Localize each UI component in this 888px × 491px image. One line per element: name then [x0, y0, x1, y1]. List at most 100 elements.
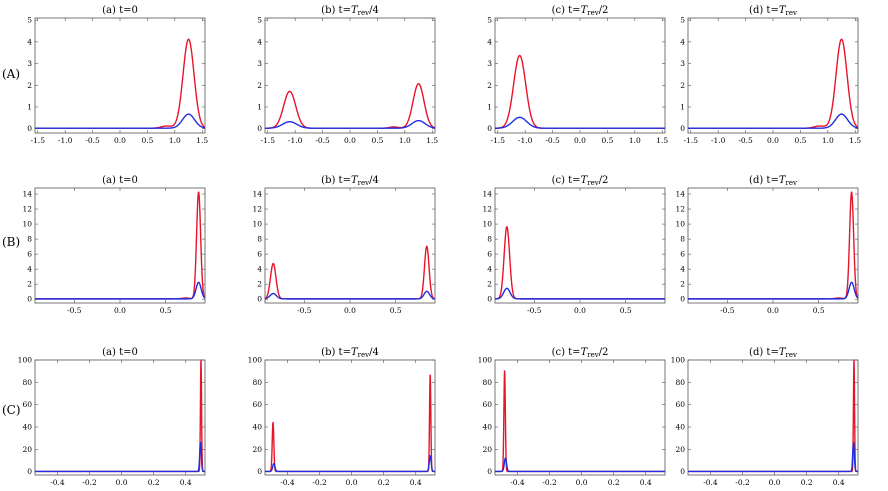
panel-c-b: (b) t=Trev/4 -0.4 -0.2 0.0 0.2 0.4 0 20 40 60 80 10… — [248, 347, 436, 487]
x-tick-label: 0.2 — [608, 478, 620, 487]
y-tick-label: 12 — [675, 205, 685, 214]
y-tick-label: 60 — [22, 400, 32, 409]
y-tick-label: 12 — [252, 205, 262, 214]
panel-b-b: (b) t=Trev/4 -0.5 0.0 0.5 0 2 4 6 8 10 12 14 — [252, 175, 436, 315]
title-main: T — [779, 5, 787, 16]
title-prefix: (b) t= — [321, 175, 351, 186]
x-tick-label: -0.5 — [315, 136, 330, 145]
title-suffix: /4 — [369, 5, 379, 16]
y-tick-label: 4 — [487, 37, 492, 46]
series-line-red — [495, 370, 665, 473]
panel-title: (d) t=Trev — [749, 175, 797, 187]
panel-title: (d) t=Trev — [749, 5, 797, 17]
y-tick-label: 0 — [487, 467, 492, 476]
title-prefix: (b) t= — [321, 347, 351, 358]
x-tick-label: -0.4 — [50, 478, 65, 487]
y-tick-label: 0 — [27, 124, 32, 133]
panel-a-d: (d) t=Trev -1.5 -1.0 -0.5 0.0 0.5 1.0 1.5 0 1 2 3 4 5 — [680, 5, 861, 145]
x-tick-label: 0.0 — [346, 478, 358, 487]
y-tick-label: 14 — [22, 190, 32, 199]
y-tick-label: 0 — [680, 295, 685, 304]
x-tick-label: 1.0 — [822, 136, 834, 145]
x-tick-label: 0.5 — [601, 136, 613, 145]
x-tick-label: -0.2 — [82, 478, 97, 487]
title-subscript: rev — [786, 179, 797, 187]
y-tick-label: 0 — [487, 295, 492, 304]
plot-frame — [687, 359, 859, 476]
plot-frame — [494, 359, 666, 476]
y-tick-label: 10 — [22, 220, 32, 229]
y-tick-label: 4 — [257, 37, 262, 46]
panel-c-c: (c) t=Trev/2 -0.4 -0.2 0.0 0.2 0.4 0 20 40 60 80 10… — [478, 347, 666, 487]
x-tick-label: 0.0 — [767, 136, 779, 145]
x-tick-label: -1.5 — [491, 136, 506, 145]
y-tick-label: 1 — [680, 102, 685, 111]
title-subscript: rev — [358, 9, 369, 17]
plot-frame — [264, 359, 436, 476]
series-line-blue — [495, 457, 665, 473]
x-tick-label: 0.4 — [833, 478, 845, 487]
y-tick-label: 5 — [27, 16, 32, 25]
x-tick-label: -0.5 — [738, 136, 753, 145]
plot-frame — [34, 187, 206, 304]
y-tick-label: 14 — [252, 190, 262, 199]
title-subscript: rev — [786, 351, 797, 359]
y-tick-label: 0 — [680, 467, 685, 476]
panel-title: (a) t=0 — [102, 347, 138, 358]
title-suffix: /2 — [599, 347, 609, 358]
series-line-blue — [688, 113, 858, 129]
panel-title: (b) t=Trev/4 — [321, 347, 379, 359]
x-tick-label: 0.0 — [116, 478, 128, 487]
title-prefix: (d) t= — [749, 347, 779, 358]
plot-frame — [264, 187, 436, 304]
series-line-blue — [265, 455, 435, 473]
series-line-red — [35, 191, 205, 300]
y-tick-label: 0 — [257, 295, 262, 304]
x-tick-label: -1.5 — [31, 136, 46, 145]
title-main: T — [351, 347, 359, 358]
y-tick-label: 40 — [675, 422, 685, 431]
y-tick-label: 2 — [680, 280, 685, 289]
title-main: T — [581, 347, 589, 358]
title-main: T — [779, 175, 787, 186]
x-tick-label: 0.4 — [410, 478, 422, 487]
y-tick-label: 80 — [675, 378, 685, 387]
series-line-red — [265, 374, 435, 473]
x-tick-label: -1.0 — [58, 136, 73, 145]
y-tick-label: 10 — [252, 220, 262, 229]
y-tick-label: 2 — [257, 81, 262, 90]
title-subscript: rev — [587, 9, 598, 17]
title-main: T — [581, 175, 589, 186]
x-tick-label: 1.0 — [629, 136, 641, 145]
x-tick-label: -0.5 — [297, 306, 312, 315]
y-tick-label: 80 — [252, 378, 262, 387]
panel-title: (a) t=0 — [102, 5, 138, 16]
row-label-b: (B) — [2, 235, 20, 249]
title-main: T — [779, 347, 787, 358]
x-tick-label: 0.0 — [114, 136, 126, 145]
panel-title: (d) t=Trev — [749, 347, 797, 359]
y-tick-label: 40 — [22, 422, 32, 431]
y-tick-label: 3 — [487, 59, 492, 68]
x-tick-label: -1.5 — [261, 136, 276, 145]
title-main: T — [351, 175, 359, 186]
x-tick-label: 0.5 — [160, 306, 172, 315]
y-tick-label: 8 — [487, 235, 492, 244]
series-line-red — [265, 245, 435, 300]
x-tick-label: -0.5 — [527, 306, 542, 315]
title-prefix: (b) t= — [321, 5, 351, 16]
y-tick-label: 10 — [675, 220, 685, 229]
series-line-red — [495, 226, 665, 300]
x-tick-label: 0.0 — [344, 306, 356, 315]
y-tick-label: 2 — [27, 280, 32, 289]
x-tick-label: 1.0 — [399, 136, 411, 145]
title-main: T — [351, 5, 359, 16]
y-tick-label: 2 — [487, 280, 492, 289]
title-prefix: (c) t= — [552, 5, 581, 16]
y-tick-label: 4 — [27, 37, 32, 46]
y-tick-label: 4 — [680, 265, 685, 274]
title-main: 0 — [131, 347, 137, 358]
x-tick-label: 0.5 — [620, 306, 632, 315]
